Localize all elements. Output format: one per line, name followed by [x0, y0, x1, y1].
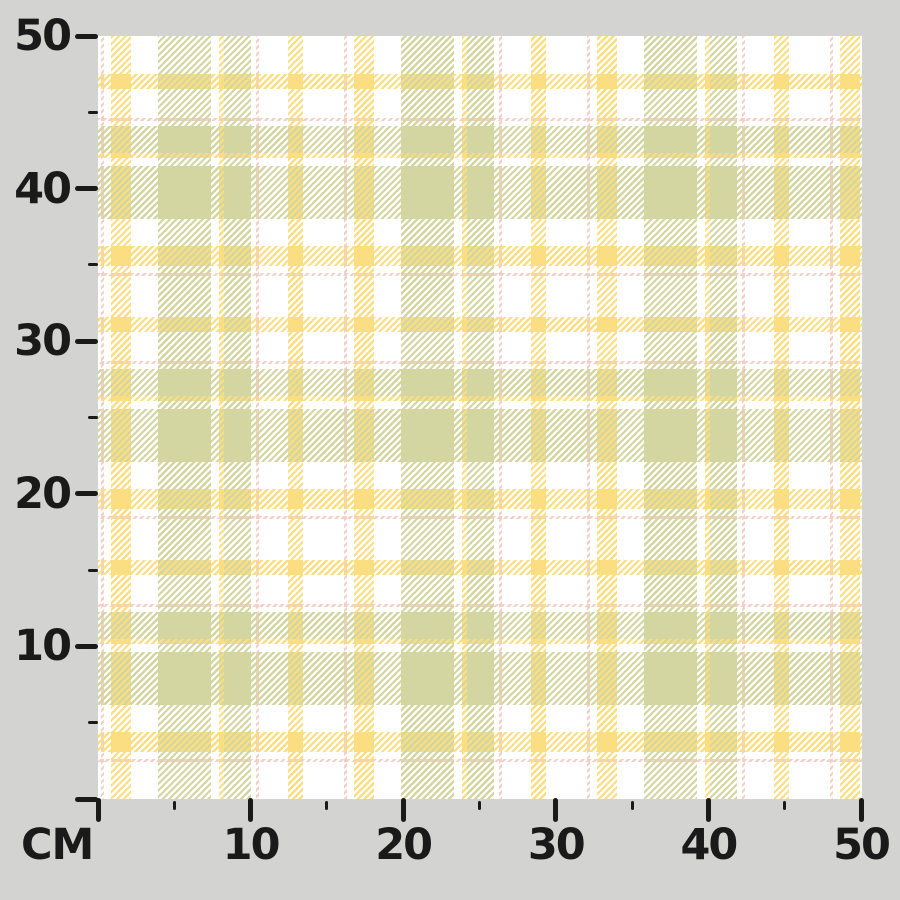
y-axis-major-tick: [75, 643, 98, 649]
y-axis-major-tick: [75, 338, 98, 344]
x-axis-label: 30: [527, 820, 586, 870]
y-axis-label: 40: [14, 163, 72, 214]
x-axis-minor-tick: [783, 801, 787, 810]
y-axis-major-tick: [75, 491, 98, 497]
x-axis-major-tick: [248, 798, 254, 822]
y-axis-major-tick: [75, 796, 98, 802]
x-axis-major-tick: [705, 798, 711, 822]
y-axis-minor-tick: [88, 263, 98, 267]
unit-label: CM: [21, 820, 94, 870]
y-axis-label: 30: [14, 316, 72, 367]
plaid-fabric-swatch: [98, 36, 862, 799]
y-axis-minor-tick: [88, 721, 98, 725]
y-axis-minor-tick: [88, 568, 98, 572]
x-axis-label: 10: [222, 820, 281, 870]
x-axis-minor-tick: [172, 801, 176, 810]
x-axis-major-tick: [95, 798, 101, 822]
y-axis-minor-tick: [88, 416, 98, 419]
y-axis-major-tick: [75, 186, 98, 192]
y-axis-label: 50: [14, 11, 72, 61]
horizontal-stripes-layer: [98, 36, 862, 799]
x-axis-label: 40: [680, 820, 738, 870]
x-axis-minor-tick: [325, 801, 329, 810]
x-axis-major-tick: [400, 798, 406, 822]
x-axis-minor-tick: [478, 801, 481, 810]
y-axis-major-tick: [75, 33, 98, 39]
x-axis-label: 20: [375, 820, 433, 870]
y-axis-label: 10: [14, 621, 72, 672]
y-axis-label: 20: [14, 468, 72, 519]
y-axis-minor-tick: [88, 110, 98, 114]
x-axis-major-tick: [553, 798, 559, 822]
x-axis-major-tick: [858, 798, 864, 822]
x-axis-minor-tick: [630, 801, 634, 810]
x-axis-label: 50: [833, 820, 891, 870]
